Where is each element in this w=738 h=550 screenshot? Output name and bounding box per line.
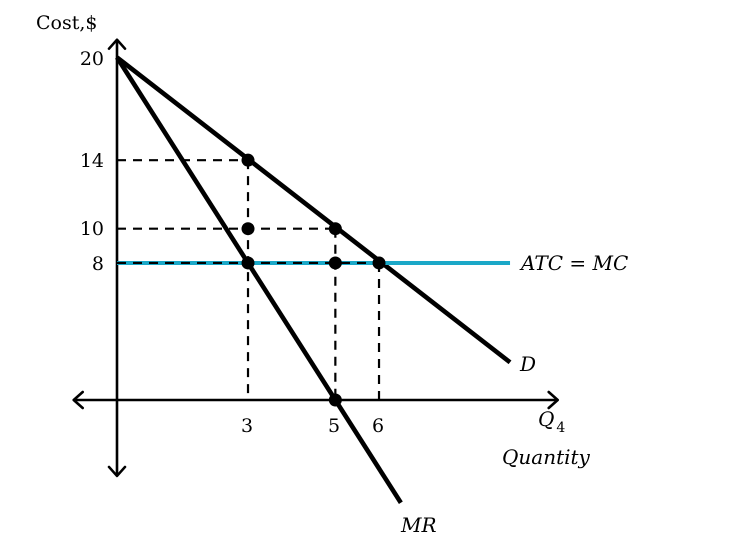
y-axis-title: Cost,$ [36,12,98,34]
y-tick-10: 10 [80,218,104,240]
y-tick-14: 14 [80,150,104,172]
demand-curve [115,55,512,365]
mr-label: MR [400,513,437,537]
x-axis-q-letter: Q [538,407,554,431]
x-axis-arrow-left [72,390,84,410]
curves [115,55,512,505]
point-2 [372,256,386,270]
demand-label: D [519,352,536,376]
mr-curve [115,56,403,505]
point-5 [328,256,342,270]
x-axis-title: Quantity [502,445,591,469]
atc-mc-label: ATC = MC [519,251,628,275]
y-tick-8: 8 [92,253,104,275]
point-4 [241,256,255,270]
y-tick-20: 20 [80,48,104,70]
x-axis-arrow-right [547,390,560,410]
x-tick-5: 5 [328,415,340,437]
y-axis-arrow-down [107,465,127,478]
points [241,153,386,407]
y-axis-arrow-up [107,38,127,50]
x-tick-3: 3 [241,415,253,437]
x-tick-6: 6 [372,415,384,437]
point-0 [241,153,255,167]
axes [72,38,560,478]
x-axis-q-subscript: 4 [556,420,565,436]
point-3 [241,222,255,236]
point-6 [328,393,342,407]
dashed-guides [117,159,381,400]
point-1 [328,222,342,236]
